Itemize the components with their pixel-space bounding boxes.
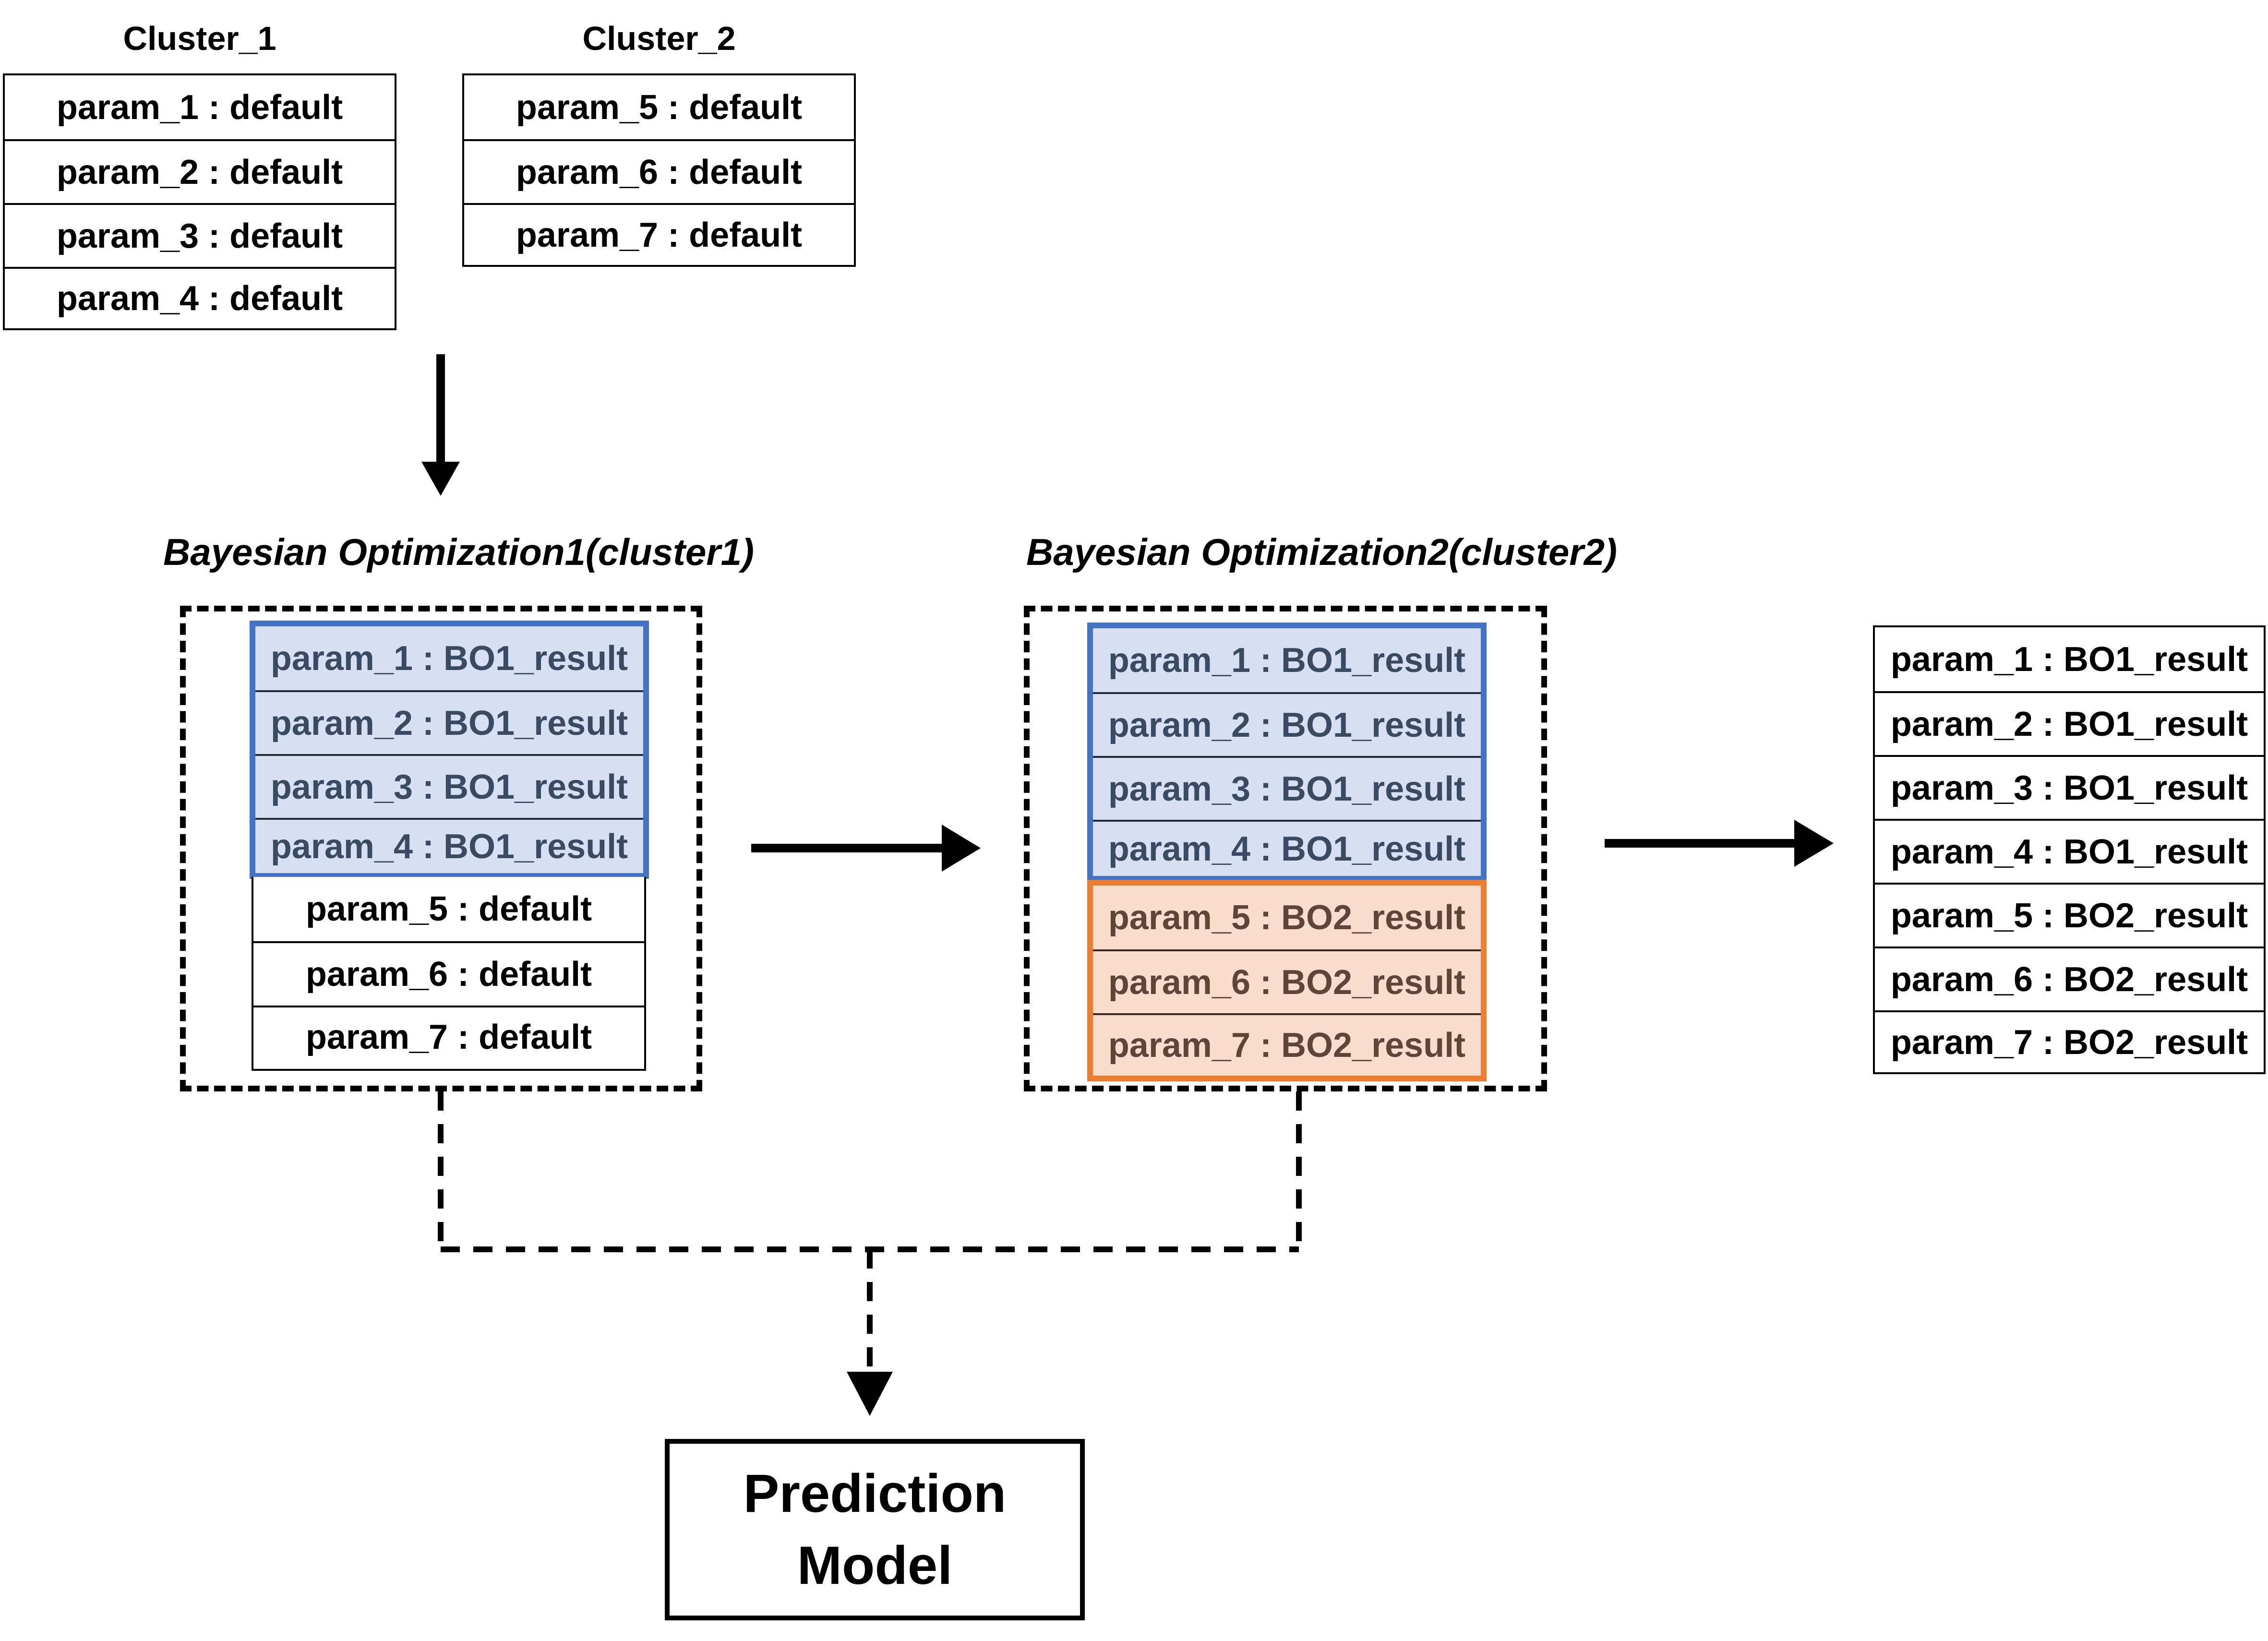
bo2-title: Bayesian Optimization2(cluster2) <box>1026 531 1618 573</box>
table-row: param_1 : BO1_result <box>1890 640 2248 679</box>
table-row: param_4 : BO1_result <box>255 818 643 873</box>
table-row: param_3 : BO1_result <box>1093 756 1481 820</box>
table-row: param_7 : BO2_result <box>1093 1013 1481 1076</box>
table-row: param_2 : BO1_result <box>1093 692 1481 756</box>
table-row: param_3 : BO1_result <box>1875 755 2264 819</box>
bo1-optimized-group: param_1 : BO1_result param_2 : BO1_resul… <box>250 621 649 879</box>
down-arrow-icon <box>847 1372 893 1416</box>
right-arrow-icon <box>1605 820 1834 867</box>
table-row: param_2 : default <box>5 139 395 203</box>
table-row: param_5 : default <box>516 88 803 127</box>
cluster-2-title: Cluster_2 <box>582 20 736 57</box>
prediction-model-box: Prediction Model <box>665 1439 1085 1620</box>
dashed-connector <box>438 1091 1302 1377</box>
table-row: param_1 : default <box>56 88 343 127</box>
table-row: param_2 : BO1_result <box>255 690 643 754</box>
bo1-dashed-frame <box>180 606 702 1091</box>
table-row: param_2 : BO1_result <box>1875 691 2264 755</box>
right-arrow-icon <box>751 825 981 872</box>
bo2-dashed-frame <box>1024 606 1547 1091</box>
table-row: param_7 : default <box>253 1006 644 1067</box>
table-row: param_1 : BO1_result <box>270 639 628 678</box>
table-row: param_4 : default <box>5 267 395 328</box>
prediction-model-label-line1: Prediction <box>743 1463 1007 1523</box>
table-row: param_6 : default <box>464 139 854 203</box>
table-row: param_4 : BO1_result <box>1093 820 1481 876</box>
bo1-default-rows: param_5 : default param_6 : default para… <box>252 877 646 1071</box>
result-table: param_1 : BO1_result param_2 : BO1_resul… <box>1873 625 2266 1074</box>
table-row: param_3 : BO1_result <box>255 754 643 818</box>
cluster-2-table: param_5 : default param_6 : default para… <box>462 73 856 267</box>
table-row: param_6 : default <box>253 941 644 1006</box>
prediction-model-label-line2: Model <box>797 1535 953 1595</box>
table-row: param_1 : BO1_result <box>1108 641 1466 680</box>
table-row: param_3 : default <box>5 203 395 267</box>
bo2-bo2-result-group: param_5 : BO2_result param_6 : BO2_resul… <box>1087 880 1487 1081</box>
cluster-1-title: Cluster_1 <box>123 20 276 57</box>
bo1-title: Bayesian Optimization1(cluster1) <box>163 531 755 573</box>
down-arrow-icon <box>421 354 460 496</box>
table-row: param_5 : BO2_result <box>1108 898 1466 937</box>
bo2-bo1-result-group: param_1 : BO1_result param_2 : BO1_resul… <box>1087 623 1487 882</box>
table-row: param_5 : default <box>305 890 592 928</box>
table-row: param_7 : default <box>464 203 854 265</box>
cluster-1-table: param_1 : default param_2 : default para… <box>3 73 396 330</box>
table-row: param_6 : BO2_result <box>1093 949 1481 1013</box>
table-row: param_4 : BO1_result <box>1875 819 2264 883</box>
table-row: param_5 : BO2_result <box>1875 883 2264 946</box>
table-row: param_6 : BO2_result <box>1875 946 2264 1010</box>
table-row: param_7 : BO2_result <box>1875 1010 2264 1072</box>
